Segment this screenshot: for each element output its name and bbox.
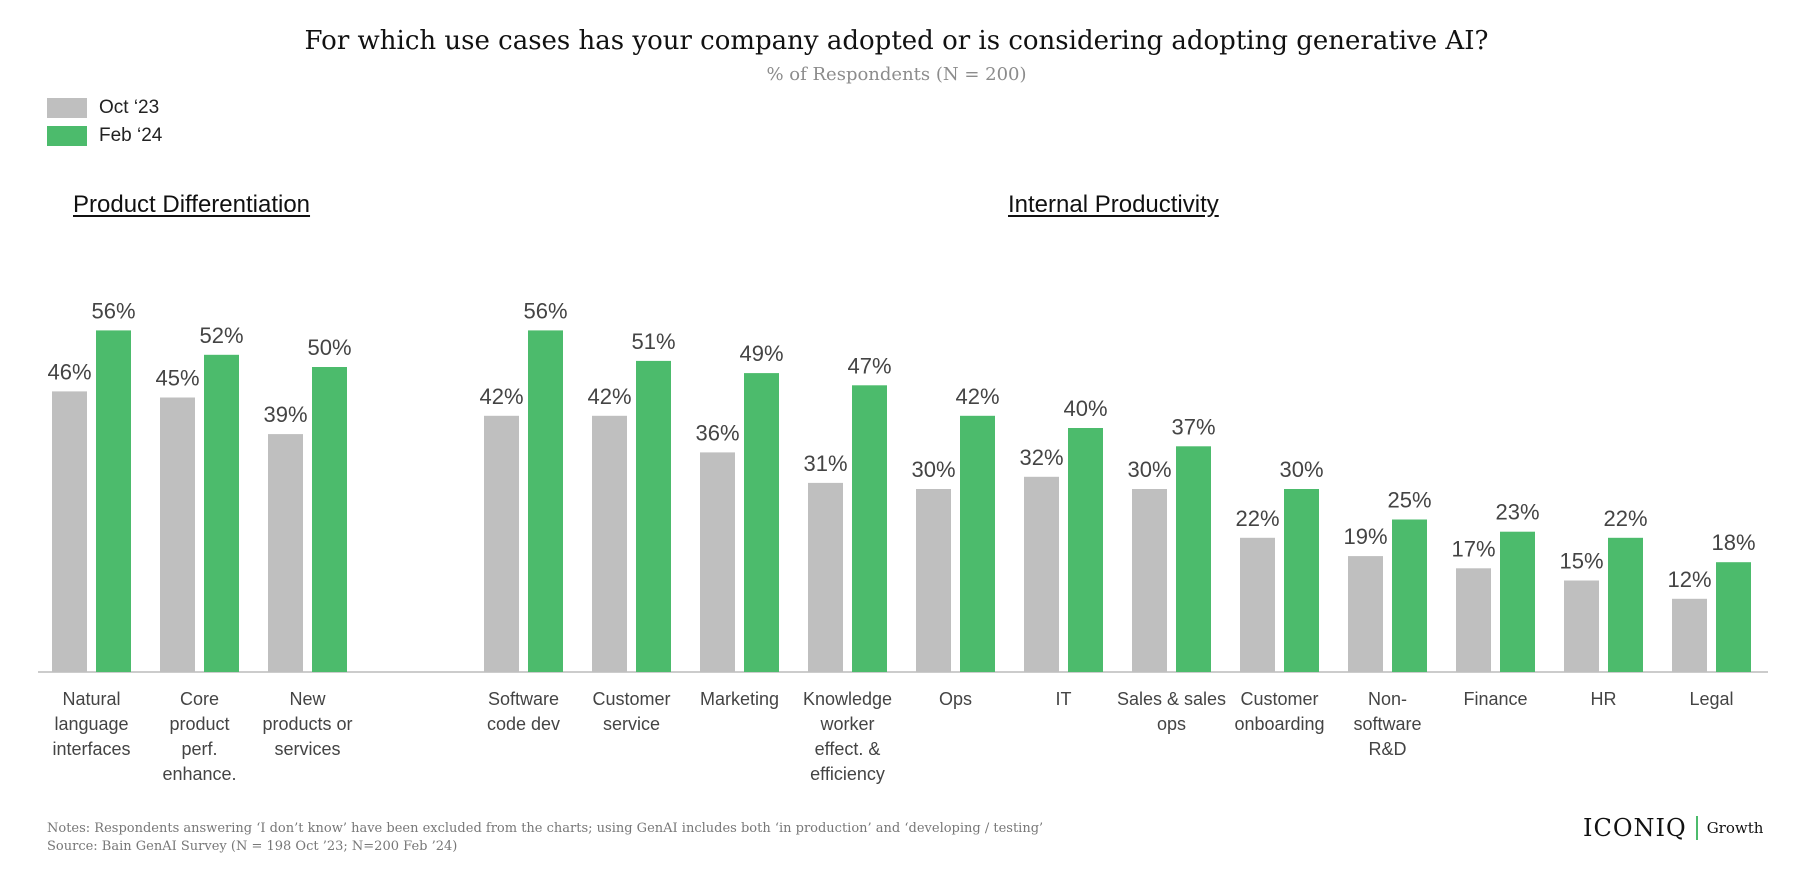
bar-feb-3 [528,330,563,672]
data-label-feb-10: 30% [1279,457,1323,482]
iconiq-logo: ICONIQ Growth [1583,814,1763,842]
category-label-12: Finance [1463,689,1527,709]
logo-main-text: ICONIQ [1583,814,1687,842]
bar-feb-1 [204,354,239,672]
bar-feb-5 [744,373,779,672]
data-label-oct-13: 15% [1559,549,1603,574]
data-label-feb-7: 42% [955,384,999,409]
bar-oct-9 [1132,489,1167,672]
bar-oct-2 [268,434,303,672]
bar-feb-12 [1500,531,1535,672]
chart-subtitle: % of Respondents (N = 200) [766,64,1027,85]
bar-feb-14 [1716,562,1751,672]
bar-oct-8 [1024,476,1059,672]
bar-feb-11 [1392,519,1427,672]
bar-feb-8 [1068,428,1103,672]
data-label-oct-4: 42% [587,384,631,409]
bar-oct-14 [1672,598,1707,672]
logo-sub-text: Growth [1706,819,1764,837]
bar-feb-7 [960,415,995,672]
data-label-feb-8: 40% [1063,396,1107,421]
group-heading-internal-productivity: Internal Productivity [1008,191,1219,218]
bar-chart: 46% 56% Natural language interfaces 45%52% Cor… [38,298,1768,784]
data-label-oct-12: 17% [1451,536,1495,561]
legend-swatch-oct [47,98,87,118]
bar-oct-5 [700,452,735,672]
bar-oct-10 [1240,537,1275,672]
bar-oct-0 [52,391,87,672]
data-label-feb-0: 56% [91,298,135,323]
data-label-oct-11: 19% [1343,524,1387,549]
category-label-13: HR [1591,689,1617,709]
group-heading-product-differentiation: Product Differentiation [73,191,311,218]
chart-title: For which use cases has your company ado… [304,26,1489,56]
legend-item-feb: Feb ‘24 [47,122,162,150]
logo-separator [1695,816,1698,840]
legend-label-oct: Oct ‘23 [99,97,160,118]
category-label-3: Software code dev [487,689,560,734]
bar-feb-13 [1608,537,1643,672]
data-label-oct-2: 39% [263,402,307,427]
bar-oct-1 [160,397,195,672]
category-label-0: Natural language interfaces [52,689,130,759]
category-label-14: Legal [1689,689,1733,709]
category-label-1: Core product perf. enhance. [162,689,236,784]
data-label-oct-1: 45% [155,366,199,391]
category-label-5: Marketing [700,689,779,709]
category-label-9: Sales & sales ops [1117,689,1226,734]
legend-swatch-feb [47,126,87,146]
data-label-oct-10: 22% [1235,506,1279,531]
data-label-feb-5: 49% [739,341,783,366]
bar-oct-11 [1348,556,1383,672]
bar-oct-4 [592,415,627,672]
category-label-10: Customer onboarding [1234,689,1324,734]
data-label-feb-13: 22% [1603,506,1647,531]
data-label-feb-2: 50% [307,335,351,360]
data-label-oct-9: 30% [1127,457,1171,482]
legend-label-feb: Feb ‘24 [99,125,163,146]
bar-oct-12 [1456,568,1491,672]
notes: Notes: Respondents answering ‘I don’t kn… [47,820,1043,856]
data-label-oct-6: 31% [803,451,847,476]
data-label-oct-14: 12% [1667,567,1711,592]
bar-feb-10 [1284,489,1319,672]
legend-item-oct: Oct ‘23 [47,94,162,122]
data-label-feb-4: 51% [631,329,675,354]
legend: Oct ‘23 Feb ‘24 [47,94,162,150]
bar-oct-7 [916,489,951,672]
bar-feb-4 [636,360,671,672]
source-line: Source: Bain GenAI Survey (N = 198 Oct ’… [47,839,458,854]
data-label-feb-11: 25% [1387,488,1431,513]
category-label-6: Knowledge worker effect. & efficiency [803,689,892,784]
data-label-feb-9: 37% [1171,414,1215,439]
bar-feb-0 [96,330,131,672]
data-label-feb-6: 47% [847,353,891,378]
category-label-7: Ops [939,689,972,709]
notes-line: Notes: Respondents answering ‘I don’t kn… [47,821,1044,836]
bar-feb-6 [852,385,887,672]
category-label-8: IT [1056,689,1072,709]
data-label-oct-0: 46% [47,359,91,384]
data-label-oct-8: 32% [1019,445,1063,470]
bar-oct-3 [484,415,519,672]
data-label-oct-5: 36% [695,420,739,445]
data-label-feb-12: 23% [1495,500,1539,525]
category-label-11: Non-software R&D [1353,689,1421,759]
bar-feb-9 [1176,446,1211,672]
data-label-oct-7: 30% [911,457,955,482]
data-label-feb-1: 52% [199,323,243,348]
data-label-oct-3: 42% [479,384,523,409]
category-label-4: Customer service [592,689,670,734]
bar-oct-6 [808,482,843,672]
data-label-feb-3: 56% [523,298,567,323]
data-label-feb-14: 18% [1711,530,1755,555]
bar-feb-2 [312,367,347,672]
bar-oct-13 [1564,580,1599,672]
category-label-2: New products or services [262,689,352,759]
